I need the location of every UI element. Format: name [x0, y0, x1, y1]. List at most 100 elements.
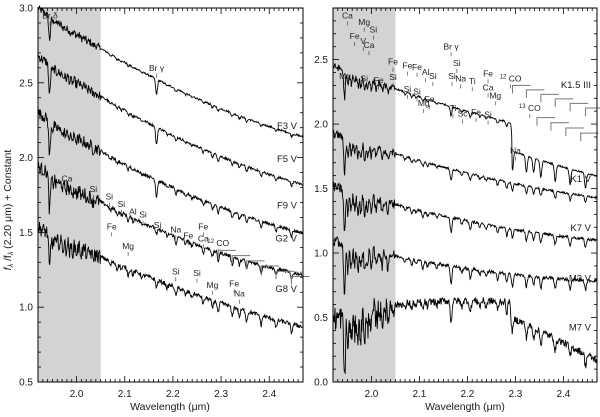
spectrum-k7-v [332, 182, 598, 249]
spectra-left: F3 V F5 V F9 V G2 V G8 V [37, 5, 304, 335]
y-tick-label: 1.5 [19, 228, 33, 239]
plot-frame [332, 7, 598, 383]
x-tick-label: 2.0 [70, 389, 84, 400]
spectrum-k1-v [332, 129, 598, 203]
line-id-label: Mg [122, 241, 134, 251]
x-tick-label: 2.4 [262, 389, 276, 400]
spectrum-f5-v [37, 55, 304, 188]
line-id-label: Br γ [149, 63, 165, 73]
line-id-label: Si [90, 184, 98, 194]
line-id-label: Mg [339, 71, 351, 81]
line-id-label: Si [154, 220, 162, 230]
y-tick-label: 0.5 [314, 313, 328, 324]
left-panel: F3 V F5 V F9 V G2 V G8 V Br δ Br γ Ca Si Si Si Fe A… [2, 4, 310, 413]
y-tick-label: 3.0 [19, 4, 33, 15]
line-id-label: Fe [350, 31, 360, 41]
line-id-label: Si [404, 84, 412, 94]
spectrum-g2-v [37, 161, 304, 281]
line-id-label: Fe [471, 107, 481, 117]
line-id-label: Fe [412, 62, 422, 72]
y-tick-label: 0.5 [19, 378, 33, 389]
y-tick-label: 1.5 [314, 184, 328, 195]
co-bandhead-bracket [512, 84, 531, 94]
line-id-label: Si [118, 199, 126, 209]
line-id-label: Si [360, 74, 368, 84]
spectral-type-label: F5 V [277, 154, 298, 165]
line-id-label: Fe [402, 61, 412, 71]
spectrum-f9-v [37, 109, 304, 239]
line-id-label: Al [422, 67, 430, 77]
spectral-type-label: M7 V [569, 322, 592, 333]
spectral-type-label: K1 V [570, 174, 591, 185]
spectrum-m3-v [332, 235, 598, 295]
co-bandhead-bracket [275, 270, 295, 280]
spectral-type-label: K7 V [570, 223, 591, 234]
shaded-region-right [333, 8, 396, 382]
line-id-label: Mg [489, 90, 501, 100]
line-id-label: Ca [342, 10, 353, 20]
line-id-label: 12 CO [207, 238, 229, 248]
x-axis-title-right: Wavelength (μm) [425, 401, 505, 413]
line-id-label: Ca [364, 40, 375, 50]
x-axis-title-left: Wavelength (μm) [130, 401, 210, 413]
line-id-label: Si [193, 268, 201, 278]
y-tick-label: 2.0 [19, 153, 33, 164]
line-id-label: Na [510, 146, 521, 156]
line-id-label: Ti [469, 76, 476, 86]
line-id-label: Ti [450, 103, 457, 113]
line-id-label: Ca [61, 174, 72, 184]
co-bandhead-bracket [584, 107, 600, 116]
line-id-label: Fe [388, 57, 398, 67]
line-id-label: Mg [418, 98, 430, 108]
line-id-label: Si [139, 209, 147, 219]
x-tick-label: 2.4 [556, 389, 570, 400]
line-id-label: Al [129, 206, 137, 216]
co13-bandhead-bracket [536, 117, 555, 126]
line-id-label: Br δ [42, 10, 58, 20]
line-id-label: 12 CO [500, 74, 522, 84]
x-tick-label: 2.3 [214, 389, 228, 400]
line-id-label: Ca [198, 233, 209, 243]
x-tick-label: 2.2 [166, 389, 180, 400]
line-id-label: Si [389, 72, 397, 82]
axes-left: 2.0 2.1 2.2 2.3 2.4 0.5 1.0 1.5 2.0 2.5 3.0 [19, 4, 304, 400]
spectral-type-label: F3 V [277, 121, 298, 132]
co-bandhead-bracket [260, 265, 280, 275]
plot-frame [37, 7, 304, 383]
line-id-label: Na [170, 224, 181, 234]
x-tick-label: 2.1 [412, 389, 426, 400]
line-id-label: Br γ [444, 41, 460, 51]
line-id-label: Na [455, 74, 466, 84]
line-id-label: Si [106, 191, 114, 201]
line-id-label: Na [234, 289, 245, 299]
co-bandhead-bracket [569, 102, 589, 112]
axes-right: 2.0 2.1 2.2 2.3 2.4 0.0 0.5 1.0 1.5 2.0 2.5 [314, 7, 598, 400]
line-id-label: 13 CO [519, 103, 541, 113]
spectral-type-label: M3 V [569, 273, 592, 284]
y-tick-label: 2.5 [19, 78, 33, 89]
y-tick-label: 2.0 [314, 120, 328, 131]
line-id-label: Fe [229, 278, 239, 288]
line-id-label: Si [448, 71, 456, 81]
x-tick-label: 2.1 [118, 389, 132, 400]
co-bandhead-bracket [540, 93, 559, 103]
x-tick-label: 2.0 [364, 389, 378, 400]
line-id-label: Fe [425, 94, 435, 104]
co-bandhead-bracket [231, 255, 251, 264]
spectrum-g8-v [37, 221, 304, 335]
spectral-type-label: G2 V [275, 233, 297, 244]
line-id-label: Si [413, 86, 421, 96]
y-axis-title-left: fλ /fλ (2.20 μm) + Constant [2, 150, 15, 271]
line-id-label: Fe [107, 221, 117, 231]
line-id-label: Si [453, 58, 461, 68]
y-tick-label: 0.0 [314, 378, 328, 389]
spectral-type-label: G8 V [275, 284, 297, 295]
co13-bandhead-bracket [565, 127, 584, 136]
co-bandhead-bracket [554, 98, 574, 107]
line-id-label: Fe [198, 221, 208, 231]
x-tick-label: 2.3 [508, 389, 522, 400]
line-id-label: Sc [458, 108, 469, 118]
